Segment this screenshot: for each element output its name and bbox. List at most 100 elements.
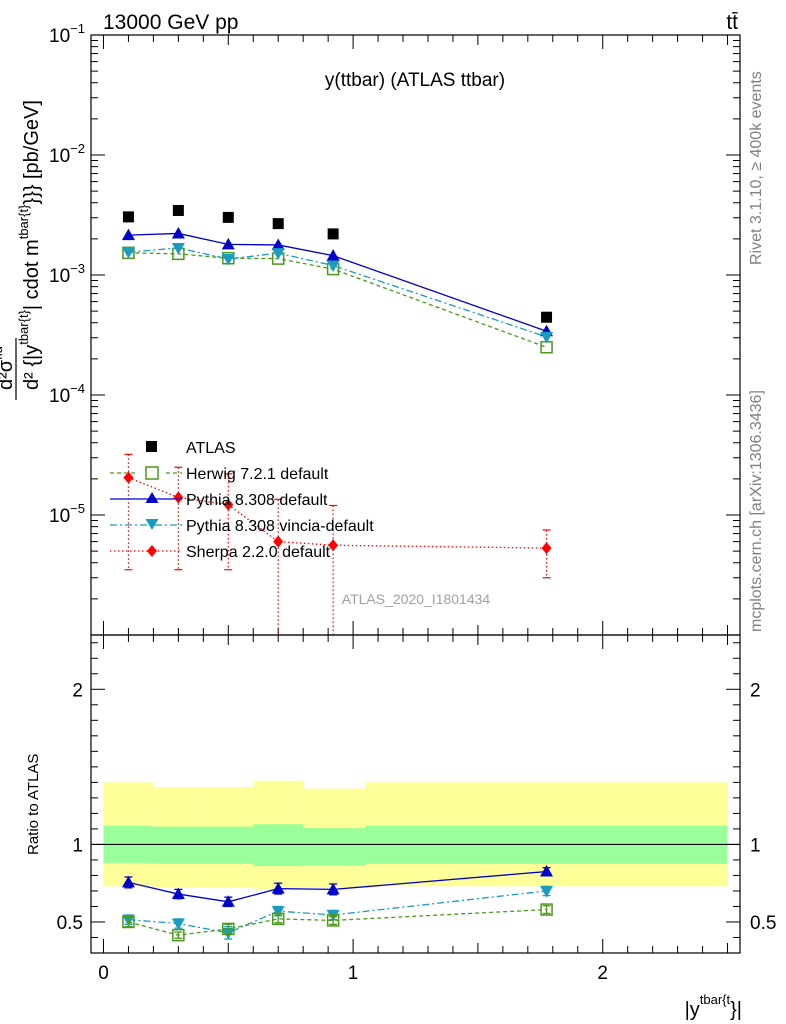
ylabel-num: d²σ: [0, 359, 17, 390]
ratio-series-pythia-8-308-default: [121, 865, 554, 908]
legend-marker-sherpa: [147, 545, 157, 557]
ylabel-num-sup: fid: [0, 346, 5, 360]
legend-entry-pythia: Pythia 8.308 default: [110, 492, 328, 509]
main-ylabel: d² {|ytbar{t}| cdot mtbar{t}}}} [pb/GeV]…: [0, 100, 43, 400]
main-ytick-label: 10−4: [49, 381, 85, 407]
legend-entry-sherpa: Sherpa 2.2.0 default: [110, 544, 331, 561]
ratio-point-herwig-7-2-1-default: [540, 903, 553, 916]
ylabel-den-sup: tbar{t}: [16, 309, 31, 344]
process-label: tt̄: [726, 11, 738, 34]
svg-text:d² {|ytbar{t}| cdot mtbar{t}}}: d² {|ytbar{t}| cdot mtbar{t}}}} [pb/GeV]: [16, 100, 43, 390]
uncertainty-band-inner: [153, 826, 204, 864]
point-sherpa-2-2-0-default: [328, 539, 339, 552]
main-ytick-label: 10−5: [49, 501, 85, 527]
point-atlas: [541, 311, 553, 323]
point-sherpa-2-2-0-default: [123, 471, 134, 484]
point-pythia-8-308-default: [171, 226, 185, 239]
series-line-pythia-8-308-default: [128, 232, 547, 332]
ratio-ytick-label: 2: [72, 680, 83, 701]
main-ytick-label: 10−2: [49, 141, 85, 167]
legend-marker-herwig: [145, 466, 159, 480]
ratio-line-pythia-8-308-vincia-default: [128, 890, 547, 934]
ratio-ytick-label-right: 2: [750, 680, 761, 701]
ratio-point-pythia-8-308-default: [171, 887, 185, 900]
point-atlas: [222, 211, 234, 223]
point-pythia-8-308-default: [221, 237, 235, 250]
ratio-point-pythia-8-308-vincia-default: [540, 885, 554, 898]
main-ytick-label: 10−1: [49, 21, 85, 47]
ratio-xtick-label: 0: [98, 963, 109, 984]
uncertainty-band-inner: [203, 826, 254, 864]
ratio-point-pythia-8-308-default: [271, 882, 285, 894]
point-pythia-8-308-default: [271, 238, 285, 250]
ratio-ticks: 0.5 0.5 1 1 2 2 0 1 2: [57, 635, 776, 984]
ratio-point-pythia-8-308-default: [540, 865, 554, 877]
ylabel-rest2: }}} [pb/GeV]: [21, 100, 43, 205]
ratio-series-herwig-7-2-1-default: [122, 903, 553, 942]
xlabel-end: }|: [730, 999, 742, 1021]
mcplots-label: mcplots.cern.ch [arXiv:1306.3436]: [748, 390, 765, 632]
main-ticks: 10−5 10−4 10−3 10−2 10−1: [49, 21, 740, 636]
ratio-plot-frame: [90, 634, 741, 954]
series-line-sherpa-2-2-0-default: [128, 476, 547, 549]
point-sherpa-2-2-0-default: [223, 498, 234, 511]
point-atlas: [272, 218, 284, 230]
ratio-line-herwig-7-2-1-default: [128, 908, 547, 936]
legend-label-vincia: Pythia 8.308 vincia-default: [186, 518, 374, 535]
point-pythia-8-308-vincia-default: [540, 331, 554, 344]
ratio-point-pythia-8-308-default: [221, 895, 235, 907]
legend-marker-vincia: [145, 519, 159, 530]
legend-marker-pythia: [145, 492, 159, 503]
uncertainty-band-inner: [253, 824, 304, 867]
point-sherpa-2-2-0-default: [273, 535, 284, 548]
series-line-pythia-8-308-vincia-default: [128, 247, 547, 338]
ratio-panel: 0.5 0.5 1 1 2 2 0 1 2 Ratio to ATLAS |ytbar{t}|: [25, 634, 776, 1021]
main-ytick-label: 10−3: [49, 261, 85, 287]
series-pythia-8-308-default: [121, 226, 554, 337]
rivet-label: Rivet 3.1.10, ≥ 400k events: [748, 71, 765, 265]
uncertainty-band-inner: [303, 828, 366, 866]
legend-entry-atlas: ATLAS: [146, 440, 236, 457]
ratio-ytick-label-right: 1: [750, 835, 761, 856]
point-pythia-8-308-default: [121, 228, 135, 241]
point-pythia-8-308-vincia-default: [326, 260, 340, 272]
ratio-ytick-label-right: 0.5: [750, 913, 776, 934]
point-pythia-8-308-vincia-default: [171, 242, 185, 255]
ratio-point-pythia-8-308-vincia-default: [326, 909, 340, 922]
series-atlas: [122, 204, 553, 323]
analysis-watermark: ATLAS_2020_I1801434: [342, 591, 491, 607]
ratio-bands: [91, 780, 740, 890]
point-pythia-8-308-vincia-default: [121, 247, 135, 259]
point-sherpa-2-2-0-default: [173, 491, 184, 504]
ratio-point-pythia-8-308-vincia-default: [271, 906, 285, 918]
ratio-point-herwig-7-2-1-default: [122, 915, 135, 929]
legend-label-pythia: Pythia 8.308 default: [186, 492, 328, 509]
ratio-series: [121, 865, 554, 942]
ratio-xtick-label: 1: [348, 963, 359, 984]
ylabel-rest1: | cdot m: [21, 239, 43, 310]
ylabel-den: d² {|y: [21, 345, 43, 390]
energy-label: 13000 GeV pp: [103, 11, 238, 34]
ratio-xlabel: |ytbar{t}|: [685, 992, 742, 1021]
legend-marker-atlas: [146, 441, 157, 452]
ratio-point-herwig-7-2-1-default: [172, 928, 185, 942]
ratio-ylabel: Ratio to ATLAS: [25, 754, 42, 855]
series-sherpa-2-2-0-default: [123, 453, 552, 635]
point-atlas: [122, 211, 134, 223]
ratio-ytick-label: 1: [72, 835, 83, 856]
point-pythia-8-308-vincia-default: [271, 248, 285, 260]
xlabel-sup: tbar{t: [700, 992, 731, 1007]
xlabel-main: |y: [685, 999, 700, 1021]
ratio-xtick-label: 2: [597, 963, 608, 984]
ylabel-rest1-sup: tbar{t}: [16, 204, 31, 239]
ratio-point-pythia-8-308-default: [121, 875, 135, 888]
ratio-point-herwig-7-2-1-default: [271, 912, 285, 926]
series-pythia-8-308-vincia-default: [121, 242, 554, 344]
point-atlas: [172, 204, 184, 216]
point-sherpa-2-2-0-default: [541, 542, 552, 555]
main-series: [121, 204, 554, 635]
point-pythia-8-308-default: [326, 249, 340, 261]
ratio-line-pythia-8-308-default: [128, 870, 547, 903]
main-chart-title: y(ttbar) (ATLAS ttbar): [325, 70, 505, 91]
